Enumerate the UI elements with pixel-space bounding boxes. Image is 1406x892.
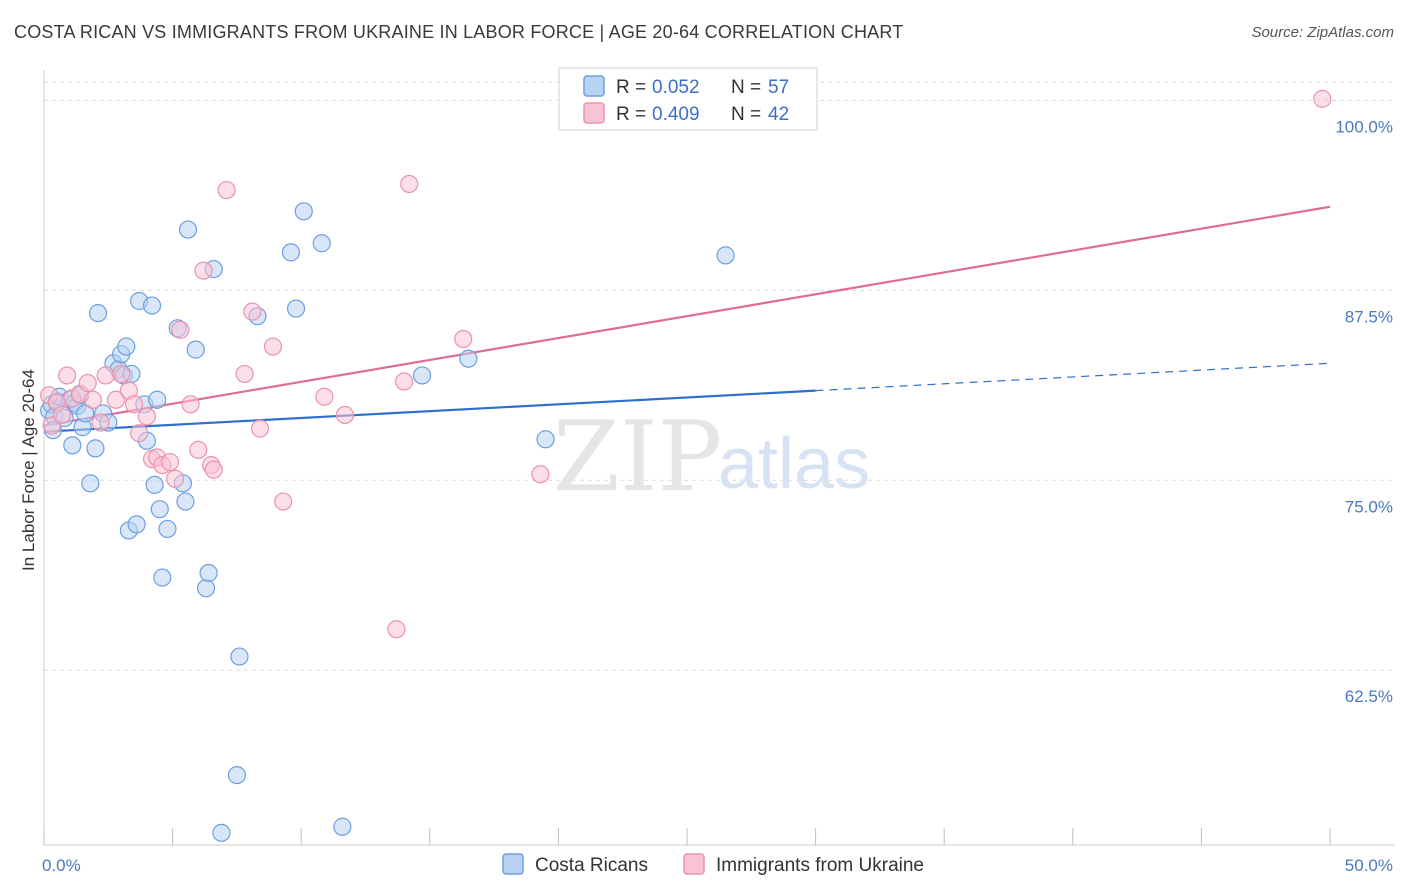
x-tick-label-1: 50.0% [1345,856,1393,875]
point-ukraine-9 [91,413,110,432]
tick-labels: 100.0% 87.5% 75.0% 62.5% 0.0% 50.0% [42,117,1393,875]
legend: R = 0.052 N = 57 R = 0.409 N = 42 [558,67,818,131]
axes [43,70,1395,846]
y-tick-label-1: 87.5% [1345,307,1393,326]
point-ukraine-22 [171,320,190,339]
point-ukraine-16 [137,407,156,426]
legend-n-value-1: 57 [768,77,789,98]
y-tick-label-3: 62.5% [1345,687,1393,706]
legend-n-label-2: N = [731,104,761,125]
point-ukraine-11 [106,390,126,409]
point-costa-rican-52 [459,349,478,368]
legend-r-value-1: 0.052 [652,77,700,98]
point-costa-rican-51 [412,366,432,385]
point-costa-rican-31 [150,500,169,519]
bottom-legend-swatch-pink [683,853,705,875]
point-ukraine-28 [217,180,236,200]
point-ukraine-29 [235,364,254,384]
y-tick-label-0: 100.0% [1335,117,1393,136]
bottom-legend-swatch-blue [502,853,524,875]
point-costa-rican-46 [281,243,301,262]
point-costa-rican-54 [716,246,735,265]
point-costa-rican-14 [88,304,108,323]
point-costa-rican-24 [127,515,146,534]
point-ukraine-21 [166,469,185,488]
point-costa-rican-40 [199,563,218,583]
point-costa-rican-7 [63,436,82,455]
legend-r-label-1: R = [616,77,646,98]
legend-r-label-2: R = [616,104,646,125]
point-costa-rican-32 [153,568,172,587]
point-costa-rican-33 [158,519,177,539]
point-costa-rican-21 [117,337,136,356]
x-tick-label-0: 0.0% [42,856,81,875]
point-costa-rican-11 [76,404,95,423]
legend-swatch-pink [583,102,605,124]
point-costa-rican-44 [230,647,249,666]
point-ukraine-34 [315,387,334,406]
point-ukraine-25 [194,261,213,280]
bottom-legend: Costa Ricans Immigrants from Ukraine [502,853,924,876]
point-costa-rican-28 [142,296,162,315]
bottom-legend-label-ukraine: Immigrants from Ukraine [716,855,924,876]
legend-n-label-1: N = [731,77,761,98]
point-ukraine-33 [274,492,293,511]
point-costa-rican-50 [333,817,352,836]
point-costa-rican-38 [186,340,205,359]
point-costa-rican-42 [212,823,231,842]
watermark-atlas: atlas [718,424,870,504]
point-costa-rican-43 [227,765,246,785]
source-credit: Source: ZipAtlas.com [1251,24,1394,41]
trend-lines [43,205,1331,433]
point-ukraine-32 [263,337,283,356]
point-ukraine-14 [124,395,144,414]
trend-line-costa-ricans-extension [815,362,1331,392]
point-ukraine-7 [78,373,97,393]
point-costa-rican-30 [148,390,167,409]
point-ukraine-8 [83,390,102,409]
point-costa-rican-48 [294,202,313,221]
point-costa-rican-49 [312,234,331,253]
point-ukraine-38 [400,174,419,194]
point-costa-rican-53 [536,430,555,449]
point-ukraine-4 [58,366,77,385]
point-costa-rican-29 [145,475,164,494]
point-ukraine-12 [112,364,131,384]
legend-n-value-2: 42 [768,104,789,125]
point-ukraine-27 [204,460,223,479]
chart-title: COSTA RICAN VS IMMIGRANTS FROM UKRAINE I… [14,22,904,42]
point-ukraine-10 [96,366,115,385]
point-ukraine-15 [130,424,149,443]
y-tick-label-2: 75.0% [1345,497,1393,516]
legend-swatch-blue [583,75,605,97]
point-ukraine-41 [1313,89,1332,108]
point-ukraine-39 [454,329,473,349]
point-costa-rican-47 [286,299,306,318]
point-costa-rican-37 [178,220,198,239]
point-ukraine-40 [531,465,550,484]
point-ukraine-37 [394,372,414,391]
legend-r-value-2: 0.409 [652,104,700,125]
watermark-zip: ZIP [553,401,722,513]
point-ukraine-30 [243,302,262,321]
point-costa-rican-36 [176,492,195,511]
point-costa-rican-12 [81,474,100,493]
point-ukraine-35 [335,405,355,425]
watermark: ZIP atlas [553,401,870,513]
y-axis-label: In Labor Force | Age 20-64 [19,369,38,571]
point-ukraine-31 [250,419,270,438]
point-ukraine-36 [387,620,406,639]
point-costa-rican-13 [86,439,105,458]
data-points [40,89,1332,842]
bottom-legend-label-costa-ricans: Costa Ricans [535,855,648,876]
point-costa-rican-39 [196,579,216,598]
point-ukraine-3 [52,405,72,425]
trend-line-ukraine [43,205,1331,427]
point-ukraine-24 [189,440,208,460]
point-ukraine-23 [181,395,200,414]
point-ukraine-20 [160,452,180,472]
trend-line-costa-ricans [43,389,816,433]
